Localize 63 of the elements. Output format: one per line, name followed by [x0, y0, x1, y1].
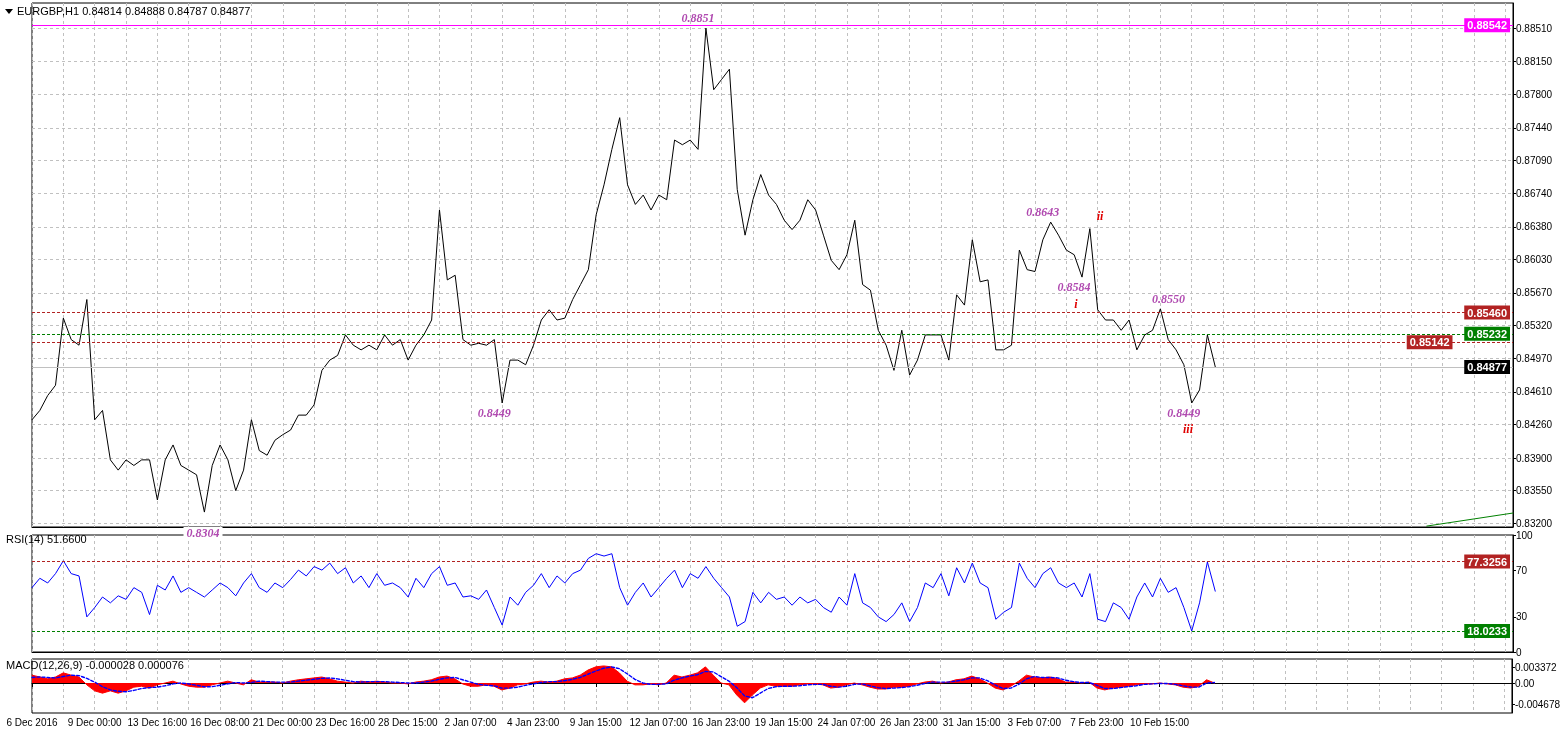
- y-tick-label: 0.83200: [1516, 517, 1553, 529]
- y-tick-label: 0.86740: [1516, 187, 1553, 199]
- y-tick-label: 0.86380: [1516, 221, 1553, 233]
- x-tick-label: 31 Jan 15:00: [942, 716, 1002, 728]
- y-tick-label: 0.00: [1514, 677, 1535, 689]
- line-series: [31, 553, 1216, 632]
- y-tick-label: 0.86030: [1516, 253, 1553, 265]
- chart-title: MACD(12,26,9) -0.000028 0.000076: [6, 658, 184, 671]
- x-tick-label: 2 Jan 07:00: [444, 716, 498, 728]
- x-tick-label: 12 Jan 07:00: [629, 716, 688, 728]
- ref-line-label: 0.85460: [1467, 306, 1507, 319]
- data-label: 0.8550: [1151, 291, 1185, 306]
- data-label: 0.8584: [1057, 280, 1091, 295]
- x-tick-label: 28 Dec 15:00: [378, 716, 439, 728]
- y-tick-label: 0.87800: [1516, 88, 1553, 100]
- data-label: 0.8851: [681, 11, 715, 26]
- annotation: iii: [1182, 422, 1194, 436]
- y-tick-label: 30: [1516, 611, 1528, 623]
- ref-line-label: 77.3256: [1467, 555, 1507, 568]
- y-tick-label: 100: [1516, 529, 1534, 541]
- y-tick-label: 0.83900: [1516, 452, 1553, 464]
- annotation: 0.8304: [186, 526, 220, 540]
- annotation: ii: [1096, 209, 1104, 223]
- data-label: 0.8449: [1167, 405, 1201, 420]
- x-tick-label: 19 Jan 15:00: [754, 716, 814, 728]
- chart-title: EURGBP,H1 0.84814 0.84888 0.84787 0.84877: [17, 4, 251, 17]
- y-tick-label: 0.88510: [1516, 22, 1553, 34]
- y-tick-label: 0.85320: [1516, 320, 1553, 332]
- x-tick-label: 16 Dec 08:00: [190, 716, 251, 728]
- x-tick-label: 6 Dec 2016: [6, 716, 59, 728]
- x-tick-label: 4 Jan 23:00: [507, 716, 560, 728]
- y-tick-label: 0.84970: [1516, 352, 1553, 364]
- x-tick-label: 23 Dec 16:00: [315, 716, 376, 728]
- x-tick-label: 21 Dec 00:00: [252, 716, 313, 728]
- x-tick-label: 10 Feb 15:00: [1130, 716, 1190, 728]
- y-tick-label: 0.88150: [1516, 56, 1553, 68]
- x-tick-label: 26 Jan 23:00: [880, 716, 939, 728]
- x-tick-label: 24 Jan 07:00: [817, 716, 876, 728]
- y-tick-label: 0: [1516, 646, 1522, 658]
- y-tick-label: 0.85670: [1516, 287, 1553, 299]
- ref-line-label: 18.0233: [1467, 624, 1507, 637]
- y-tick-label: 0.83550: [1516, 485, 1553, 497]
- ref-line-label: 0.84877: [1467, 360, 1507, 373]
- y-tick-label: 0.84260: [1516, 418, 1553, 430]
- ref-line-label: 0.88542: [1467, 19, 1507, 32]
- x-tick-label: 9 Dec 00:00: [67, 716, 123, 728]
- y-tick-label: 0.84610: [1516, 386, 1553, 398]
- y-tick-label: 70: [1516, 564, 1528, 576]
- x-tick-label: 3 Feb 07:00: [1007, 716, 1062, 728]
- x-tick-label: 16 Jan 23:00: [692, 716, 751, 728]
- y-tick-label: 0.87440: [1516, 122, 1553, 134]
- y-tick-label: -0.004678: [1514, 699, 1561, 711]
- data-label: 0.8643: [1026, 205, 1060, 220]
- ref-line-label: 0.85232: [1467, 327, 1507, 340]
- x-tick-label: 13 Dec 16:00: [127, 716, 188, 728]
- ref-line-label: 0.85142: [1409, 336, 1450, 349]
- chart-title: RSI(14) 51.6600: [6, 532, 87, 545]
- x-tick-label: 9 Jan 15:00: [569, 716, 623, 728]
- annotation: i: [1074, 297, 1079, 311]
- x-tick-label: 7 Feb 23:00: [1070, 716, 1125, 728]
- data-label: 0.8449: [477, 405, 511, 420]
- y-tick-label: 0.87090: [1516, 155, 1553, 167]
- y-tick-label: 0.003372: [1514, 661, 1558, 673]
